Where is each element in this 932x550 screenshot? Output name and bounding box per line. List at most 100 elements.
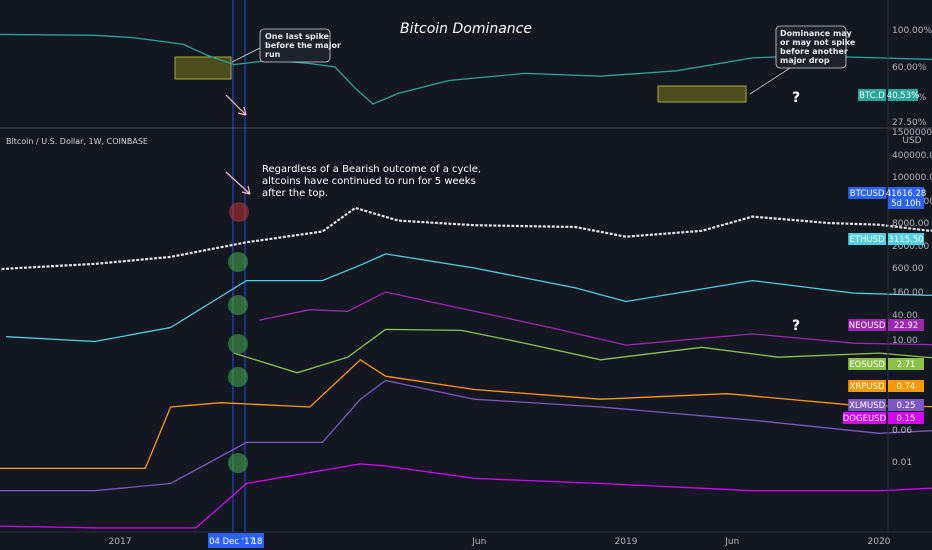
series-symbol-box: [848, 319, 886, 331]
callout-line: major drop: [780, 56, 830, 65]
dominance-line: [0, 33, 932, 105]
series-value: 41616.28: [886, 189, 927, 199]
annotation-line: after the top.: [262, 188, 328, 199]
price-unit-label: USD: [902, 136, 921, 146]
btcd-symbol: BTC.D: [859, 91, 885, 101]
price-tick-label: 40.00: [892, 311, 918, 321]
series-value-box: [888, 187, 924, 209]
callout-pointer: [231, 47, 261, 63]
series-line-xlmusd: [0, 379, 932, 492]
series-symbol: EOSUSD: [849, 360, 885, 370]
series-value: 2.71: [897, 360, 916, 370]
pink-arrow-dominance: [225, 94, 247, 116]
top-circle-xrp: [228, 367, 248, 387]
series-symbol-box: [848, 399, 886, 411]
top-circle-neo: [228, 295, 248, 315]
series-symbol: ETHUSD: [850, 235, 886, 245]
series-symbol-box: [848, 233, 886, 245]
series-value-box: [888, 319, 924, 331]
time-highlight-label-2: 18: [252, 537, 263, 547]
time-tick-label: 2017: [109, 537, 132, 547]
top-circle-eos: [228, 334, 248, 354]
series-symbol: DOGEUSD: [843, 414, 887, 424]
series-label-neousd: NEOUSD 22.92: [848, 319, 924, 331]
highlight-box-2017: [174, 56, 232, 80]
series-value: 22.92: [894, 321, 918, 331]
dominance-tick-label: 27.50%: [892, 118, 927, 128]
dominance-tick-label: 60.00%: [892, 63, 927, 73]
top-circle-eth: [228, 252, 248, 272]
series-value: 0.15: [897, 414, 916, 424]
question-mark: ?: [792, 90, 800, 106]
callout-pointer: [749, 67, 791, 95]
callout-line: before the major: [265, 41, 341, 50]
arrow-head: [241, 185, 251, 195]
price-tick-label: 160.00: [892, 288, 924, 298]
series-line-ethusd: [6, 253, 932, 343]
series-value-box: [888, 412, 924, 424]
series-line-eosusd: [233, 328, 932, 374]
arrow-head: [237, 106, 247, 116]
series-value-box: [888, 233, 924, 245]
series-value-box: [888, 399, 924, 411]
time-tick-label: Jun: [471, 537, 486, 547]
time-tick-label: 2020: [868, 537, 891, 547]
annotation-line: altcoins have continued to run for 5 wee…: [262, 176, 476, 187]
dominance-tick-label: 100.00%: [892, 26, 932, 36]
series-symbol: XLMUSD: [849, 401, 886, 411]
series-symbol-box: [848, 187, 886, 199]
btcd-symbol-box: [858, 89, 886, 101]
time-tick-label: Jun: [724, 537, 739, 547]
series-sublabel: 5d 10h: [891, 199, 921, 209]
chart-title: Bitcoin Dominance: [400, 21, 532, 37]
series-line-xrpusd: [0, 358, 932, 470]
callout-line: or may not spike: [780, 38, 856, 47]
series-label-xrpusd: XRPUSD 0.74: [848, 380, 924, 392]
series-line-dogeusd: [0, 463, 932, 529]
time-axis-highlight: 04 Dec '17 18: [208, 533, 264, 548]
price-tick-label: 600.00: [892, 264, 924, 274]
series-value: 0.74: [897, 382, 916, 392]
btcd-label: BTC.D 40.53%: [858, 89, 919, 101]
top-circle-btc: [229, 202, 249, 222]
series-label-ethusd: ETHUSD 3115.50: [848, 233, 924, 245]
time-highlight-label: 04 Dec '17: [209, 537, 255, 547]
price-tick-label: 0.06: [892, 426, 912, 436]
callout-line: One last spike: [265, 32, 330, 41]
price-tick-label: 2000.00: [892, 242, 929, 252]
series-symbol-box: [848, 380, 886, 392]
dominance-series: [0, 33, 932, 105]
series-value-box: [888, 380, 924, 392]
callout-box: [775, 25, 847, 69]
callout-box: [259, 28, 331, 63]
callout-dominance-may: Dominance may or may not spike before an…: [749, 25, 856, 95]
question-mark: ?: [792, 318, 800, 334]
arrow-shaft: [225, 94, 247, 116]
series-label-eosusd: EOSUSD 2.71: [848, 358, 924, 370]
series-label-dogeusd: DOGEUSD 0.15: [843, 412, 924, 424]
price-panel-title: Bitcoin / U.S. Dollar, 1W, COINBASE: [6, 137, 148, 146]
btcd-value: 40.53%: [887, 91, 919, 101]
time-tick-label: 2019: [615, 537, 638, 547]
series-line-btcusd: [0, 206, 932, 276]
series-symbol: XRPUSD: [850, 382, 885, 392]
series-symbol-box: [848, 358, 886, 370]
series-symbol-box: [842, 412, 886, 424]
callout-line: Dominance may: [780, 29, 852, 38]
price-tick-label: 400000.00: [892, 151, 932, 161]
btcd-value-box: [888, 89, 918, 101]
highlight-box-2021: [657, 85, 747, 103]
callout-one-last-spike: One last spike before the major run: [231, 28, 341, 63]
series-value-box: [888, 358, 924, 370]
series-symbol: NEOUSD: [849, 321, 886, 331]
pink-arrow-price: [225, 171, 251, 195]
series-line-neousd: [258, 291, 932, 346]
price-tick-label: 100000.00: [892, 173, 932, 183]
callout-line: before another: [780, 47, 848, 56]
series-symbol: BTCUSD: [850, 189, 885, 199]
series-value: 0.25: [897, 401, 916, 411]
arrow-shaft: [225, 171, 251, 195]
